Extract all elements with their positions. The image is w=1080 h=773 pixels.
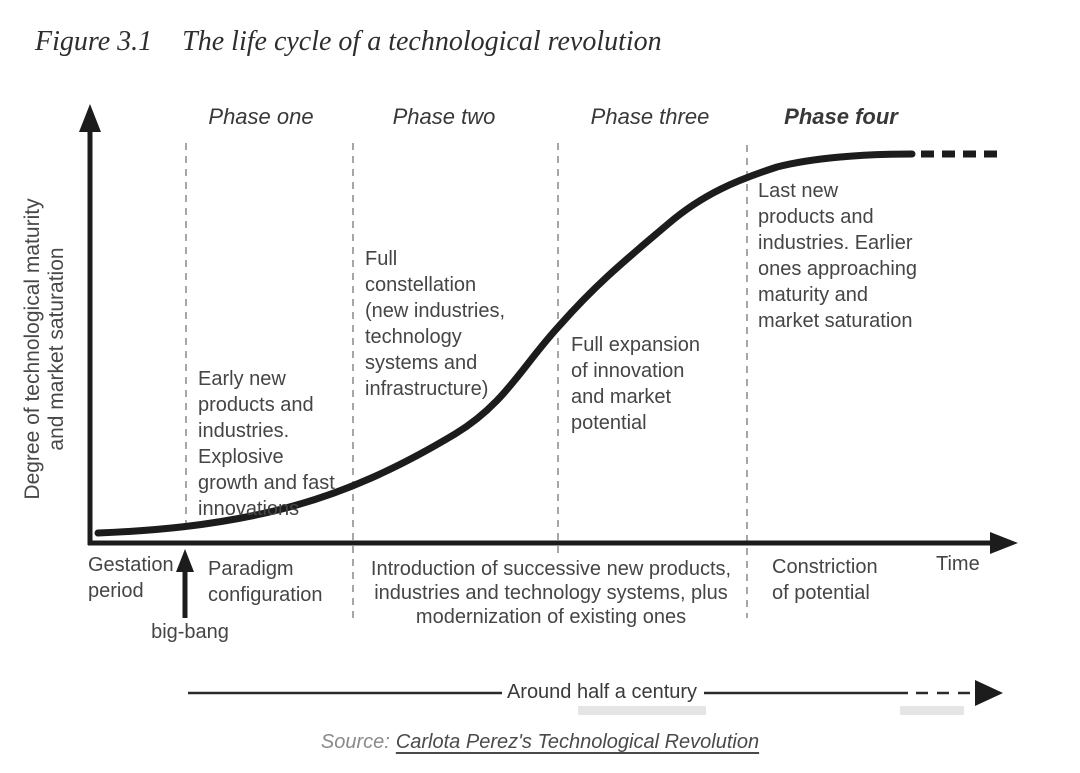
big-bang-label: big-bang: [151, 621, 229, 643]
figure-number: Figure 3.1: [35, 26, 153, 57]
introduction-label: Introduction of successive new products,…: [370, 558, 732, 628]
constriction-of-potential-label: Constriction of potential: [772, 556, 878, 604]
phase-one-annotation: Early new products and industries. Explo…: [198, 368, 335, 520]
big-bang-arrowhead-icon: [176, 549, 194, 572]
phase-one-label: Phase one: [208, 104, 314, 129]
x-axis-arrowhead-icon: [990, 532, 1018, 554]
source-line: Source: Carlota Perez's Technological Rev…: [0, 731, 1080, 754]
phase-three-label: Phase three: [590, 104, 710, 129]
y-axis-label-line1: Degree of technological maturity: [21, 198, 44, 500]
figure-caption: The life cycle of a technological revolu…: [182, 26, 662, 57]
ghost-artifact-right: [900, 706, 964, 715]
phase-three-annotation: Full expansion of innovation and market …: [571, 334, 700, 434]
timeline-arrowhead-icon: [975, 680, 1003, 706]
y-axis-label-line2: and market saturation: [45, 247, 68, 451]
time-axis-label: Time: [936, 553, 980, 575]
phase-two-label: Phase two: [392, 104, 496, 129]
phase-four-label: Phase four: [784, 104, 898, 129]
phase-two-annotation: Full constellation (new industries, tech…: [365, 248, 506, 400]
source-link[interactable]: Carlota Perez's Technological Revolution: [395, 731, 760, 753]
ghost-artifact-left: [578, 706, 706, 715]
paradigm-configuration-label: Paradigm configuration: [208, 558, 323, 606]
gestation-period-label: Gestation period: [88, 554, 174, 602]
figure-title: Figure 3.1 The life cycle of a technologi…: [35, 26, 662, 58]
phase-four-annotation: Last new products and industries. Earlie…: [758, 180, 918, 332]
source-prefix: Source:: [320, 731, 390, 753]
half-century-label: Around half a century: [506, 681, 698, 703]
y-axis-arrowhead-icon: [79, 104, 101, 132]
